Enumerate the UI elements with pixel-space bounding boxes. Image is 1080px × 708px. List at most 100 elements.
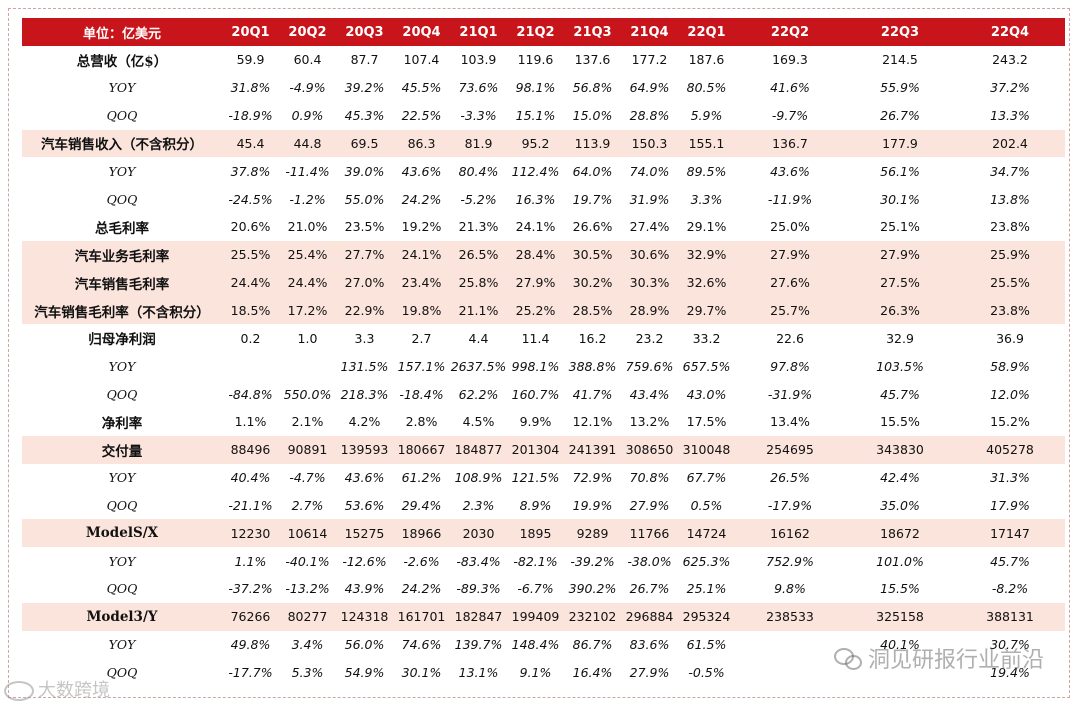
table-row: 汽车销售毛利率 24.4% 24.4% 27.0% 23.4% 25.8% 27.9% 30.…	[22, 268, 1065, 297]
table-cell: 43.4%	[629, 386, 670, 402]
table-cell: 103.5%	[876, 358, 924, 374]
table-cell: 201304	[511, 442, 560, 458]
row-label: YOY	[108, 80, 136, 96]
table-cell: 131.5%	[340, 358, 389, 374]
table-cell: 388131	[986, 609, 1034, 625]
table-cell: 41.6%	[770, 80, 810, 96]
table-cell: 64.0%	[572, 163, 613, 179]
table-cell: 98.1%	[515, 80, 556, 96]
table-cell: 18966	[401, 525, 442, 541]
table-cell: 243.2	[992, 52, 1028, 68]
table-row: QOQ -18.9% 0.9% 45.3% 22.5% -3.3% 15.1% 15.0% 28…	[22, 102, 1065, 130]
table-cell: 15.5%	[880, 414, 920, 430]
table-row: YOY 1.1% -40.1% -12.6% -2.6% -83.4% -82.1% -39.…	[22, 547, 1065, 575]
table-cell: 14724	[686, 525, 727, 541]
header-unit-label: 单位：亿美元	[82, 26, 161, 42]
table-cell: 25.8%	[458, 275, 499, 291]
table-cell: 121.5%	[511, 470, 560, 486]
table-cell: 73.6%	[458, 80, 499, 96]
table-cell	[222, 352, 279, 380]
table-frame	[8, 8, 1070, 698]
header-quarter: 21Q3	[573, 24, 612, 40]
table-cell: 97.8%	[770, 358, 810, 374]
table-cell: -17.9%	[767, 497, 813, 513]
circle-logo-icon	[4, 681, 34, 701]
table-cell: 23.4%	[401, 275, 442, 291]
table-cell: -38.0%	[627, 553, 672, 569]
table-cell: 83.6%	[629, 637, 670, 653]
table-cell: 18.5%	[230, 303, 271, 319]
table-cell: 23.8%	[990, 303, 1030, 319]
table-cell: 45.7%	[880, 386, 920, 402]
table-row: YOY 31.8% -4.9% 39.2% 45.5% 73.6% 98.1% 56.8% 64…	[22, 74, 1065, 102]
table-cell: 27.9%	[880, 247, 920, 263]
table-cell: 19.8%	[401, 303, 442, 319]
table-cell: 5.3%	[291, 664, 324, 680]
table-cell: -40.1%	[285, 553, 330, 569]
table-cell: 177.9	[882, 135, 918, 151]
table-cell: 388.8%	[568, 358, 617, 374]
table-row: ModelS/X 12230 10614 15275 18966 2030 1895 9289…	[22, 519, 1065, 548]
table-cell: 43.6%	[401, 163, 442, 179]
table-cell: -39.2%	[570, 553, 615, 569]
table-cell: 17.5%	[686, 414, 727, 430]
table-cell: 61.5%	[686, 637, 727, 653]
table-cell: 30.2%	[572, 275, 613, 291]
table-cell: 58.9%	[990, 358, 1030, 374]
table-cell: 23.2	[635, 330, 664, 346]
table-cell: 32.9%	[686, 247, 727, 263]
table-row: 交付量 88496 90891 139593 180667 184877 201304 241…	[22, 435, 1065, 464]
table-cell: 12230	[230, 525, 271, 541]
table-cell: 25.9%	[990, 247, 1030, 263]
wechat-icon	[833, 647, 862, 670]
table-row: 净利率 1.1% 2.1% 4.2% 2.8% 4.5% 9.9% 12.1% 13.2% 17.…	[22, 408, 1065, 436]
table-cell: 232102	[568, 609, 617, 625]
table-cell: 13.8%	[990, 191, 1030, 207]
table-row: QOQ -17.7% 5.3% 54.9% 30.1% 13.1% 9.1% 16.4% 27.…	[22, 659, 1065, 687]
table-cell: 238533	[766, 609, 814, 625]
table-row: 总毛利率 20.6% 21.0% 23.5% 19.2% 21.3% 24.1% 26.6% 2…	[22, 213, 1065, 241]
table-cell: 74.0%	[629, 163, 670, 179]
table-cell: 27.6%	[770, 275, 810, 291]
table-cell: 752.9%	[766, 553, 814, 569]
table-cell: 76266	[230, 609, 271, 625]
table-cell: 37.2%	[990, 80, 1030, 96]
table-cell: -89.3%	[456, 581, 501, 597]
table-cell: 30.1%	[401, 664, 442, 680]
table-cell: 81.9	[464, 135, 493, 151]
table-cell: -82.1%	[513, 553, 558, 569]
table-cell: -11.4%	[285, 163, 330, 179]
table-cell: 31.3%	[990, 470, 1030, 486]
table-cell: 27.0%	[344, 275, 385, 291]
table-cell: 4.5%	[462, 414, 495, 430]
table-cell: 23.8%	[990, 219, 1030, 235]
table-cell: 308650	[625, 442, 674, 458]
row-label: QOQ	[106, 108, 138, 124]
row-label: YOY	[108, 470, 136, 486]
table-cell: 101.0%	[876, 553, 924, 569]
table-cell: 19.7%	[572, 191, 613, 207]
header-quarter: 21Q2	[516, 24, 555, 40]
table-row: 汽车销售毛利率（不含积分） 18.5% 17.2% 22.9% 19.8% 21.1% 25…	[22, 296, 1065, 325]
table-cell: 49.8%	[230, 637, 271, 653]
table-cell: 17147	[990, 525, 1030, 541]
financial-table: 单位：亿美元 20Q1 20Q2 20Q3 20Q4 21Q1 21Q2 21Q3 21Q4 22…	[22, 18, 1065, 686]
table-cell: 55.9%	[880, 80, 920, 96]
row-label: YOY	[108, 553, 136, 569]
table-cell: -9.7%	[771, 108, 809, 124]
table-cell: 45.5%	[401, 80, 442, 96]
table-cell: 27.4%	[629, 219, 670, 235]
table-cell: 124318	[340, 609, 389, 625]
table-cell: -6.7%	[517, 581, 554, 597]
table-cell: 16.4%	[572, 664, 613, 680]
table-cell: 5.9%	[690, 108, 723, 124]
table-cell: 39.0%	[344, 163, 385, 179]
table-cell: 26.5%	[770, 470, 810, 486]
header-quarter: 20Q3	[345, 24, 384, 40]
table-cell: 10614	[287, 525, 328, 541]
table-cell: 42.4%	[880, 470, 920, 486]
header-quarter: 21Q1	[459, 24, 498, 40]
table-cell: 15.2%	[990, 414, 1030, 430]
table-cell: 214.5	[882, 52, 918, 68]
row-label: 汽车销售毛利率（不含积分）	[34, 304, 210, 321]
